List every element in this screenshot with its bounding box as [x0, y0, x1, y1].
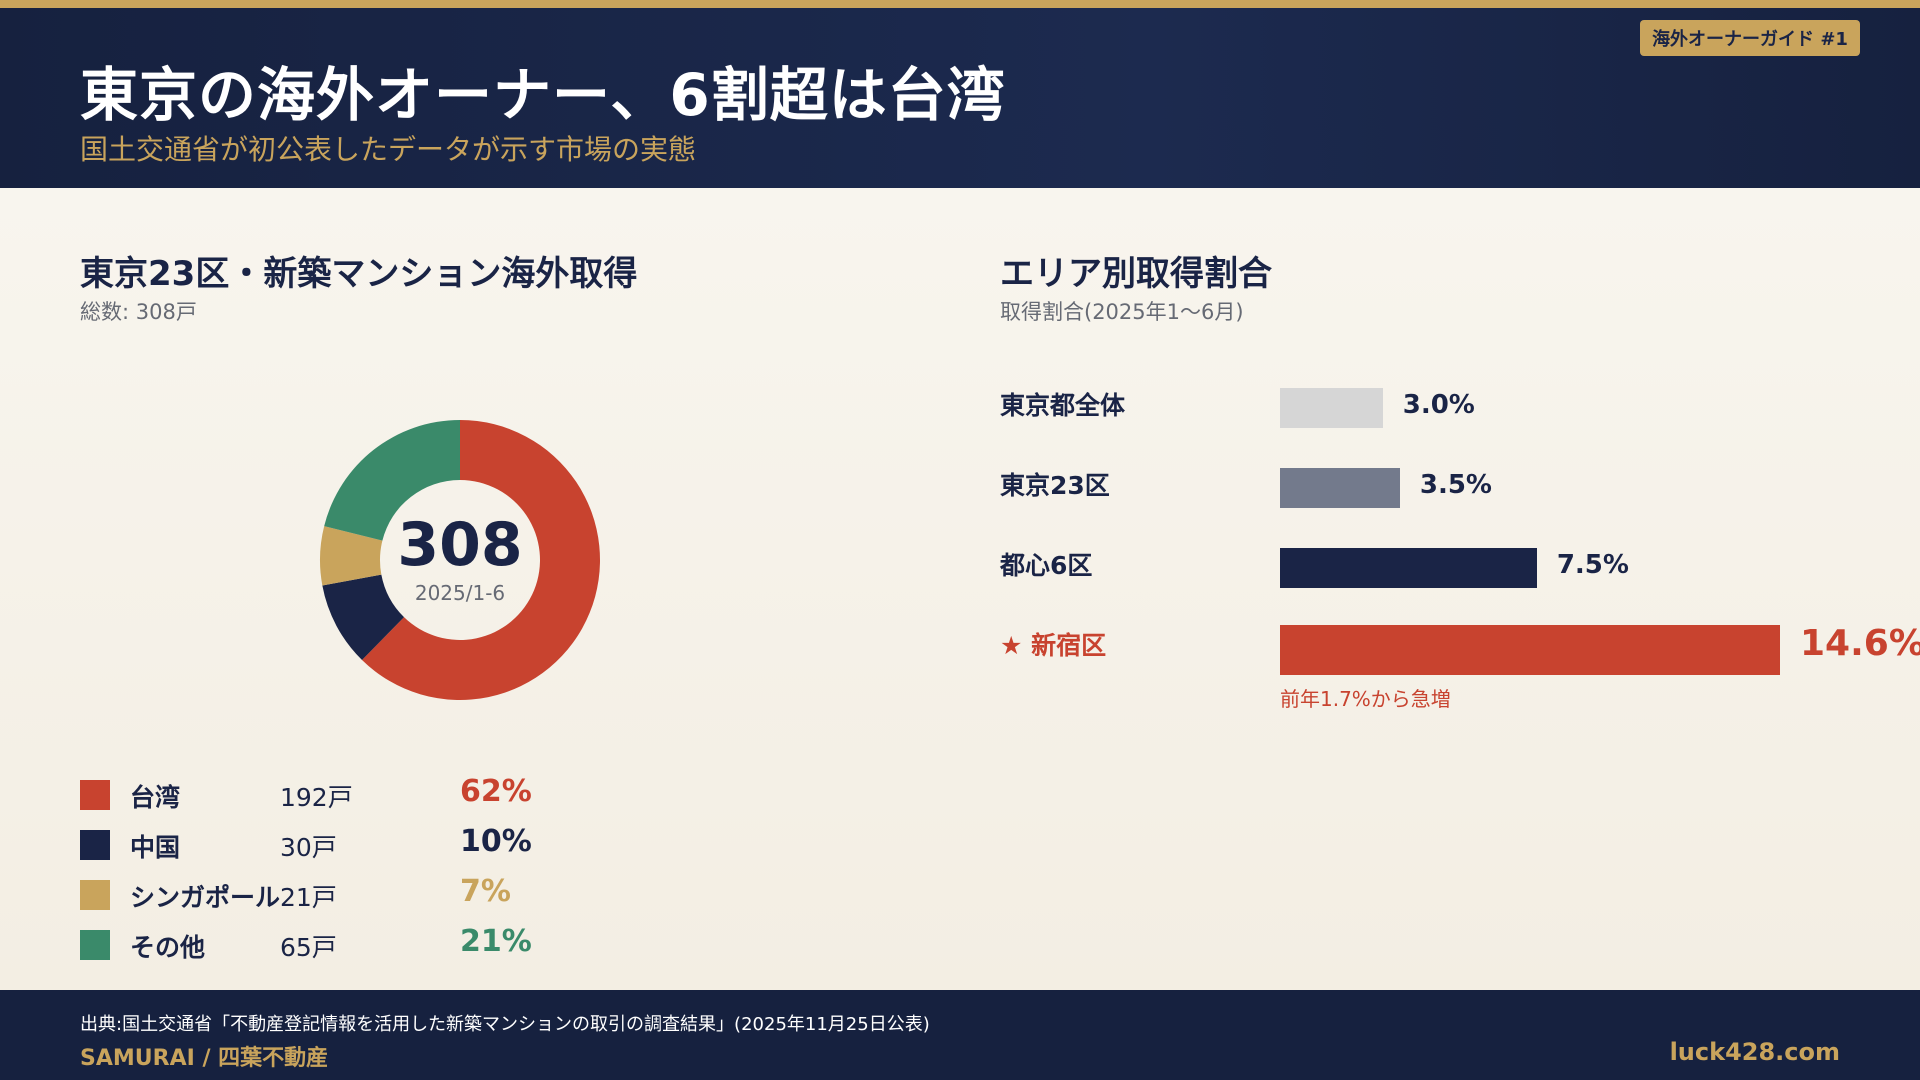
legend-item-china: 中国 30戸 10%: [80, 820, 580, 870]
legend-percent: 7%: [460, 874, 511, 909]
site-link[interactable]: luck428.com: [1669, 1038, 1840, 1066]
donut-legend: 台湾 192戸 62% 中国 30戸 10% シンガポール 21戸 7% その他…: [80, 770, 580, 970]
donut-slice-0: [362, 420, 600, 700]
shinjuku-note: 前年1.7%から急増: [1280, 687, 1451, 711]
bar-label: ★ 新宿区: [1000, 631, 1107, 660]
brand-name: SAMURAI / 四葉不動産: [80, 1046, 329, 1071]
donut-slice-3: [324, 420, 460, 541]
donut-slice-1: [322, 574, 405, 660]
bar-row-shinjuku: ★ 新宿区 14.6%: [1000, 620, 1920, 690]
bar-label: 東京都全体: [1000, 391, 1126, 420]
donut-chart-title: 東京23区・新築マンション海外取得: [80, 254, 638, 294]
legend-count: 21戸: [280, 883, 337, 912]
legend-item-singapore: シンガポール 21戸 7%: [80, 870, 580, 920]
bar-tokyo-23: [1280, 468, 1400, 508]
bar-label: 東京23区: [1000, 471, 1110, 500]
bar-row-central-6: 都心6区 7.5%: [1000, 540, 1920, 610]
bar-label: 都心6区: [1000, 551, 1093, 580]
bar-value-label: 3.0%: [1402, 390, 1475, 420]
page-subtitle: 国土交通省が初公表したデータが示す市場の実態: [80, 133, 697, 166]
legend-percent: 62%: [460, 774, 532, 809]
bar-chart-subtitle: 取得割合(2025年1〜6月): [1000, 300, 1244, 324]
bar-row-tokyo-23: 東京23区 3.5%: [1000, 460, 1920, 530]
legend-name: 中国: [130, 833, 181, 862]
donut-chart: 308 2025/1-6: [320, 420, 600, 700]
legend-item-other: その他 65戸 21%: [80, 920, 580, 970]
legend-count: 192戸: [280, 783, 353, 812]
bar-chart-title: エリア別取得割合: [1000, 254, 1272, 294]
bar-value-label: 7.5%: [1556, 550, 1629, 580]
legend-count: 30戸: [280, 833, 337, 862]
legend-swatch-taiwan: [80, 780, 110, 810]
guide-badge: 海外オーナーガイド #1: [1640, 20, 1860, 56]
donut-center-label: 2025/1-6: [415, 581, 505, 605]
legend-swatch-singapore: [80, 880, 110, 910]
donut-slice-2: [320, 526, 383, 586]
legend-count: 65戸: [280, 933, 337, 962]
legend-swatch-other: [80, 930, 110, 960]
header-banner: 東京の海外オーナー、6割超は台湾 国土交通省が初公表したデータが示す市場の実態 …: [0, 8, 1920, 188]
legend-name: 台湾: [130, 783, 181, 812]
top-accent-strip: [0, 0, 1920, 8]
donut-center-value: 308: [397, 510, 522, 580]
legend-item-taiwan: 台湾 192戸 62%: [80, 770, 580, 820]
footer: 出典:国土交通省「不動産登記情報を活用した新築マンションの取引の調査結果」(20…: [0, 990, 1920, 1080]
bar-value-label: 14.6%: [1800, 623, 1920, 664]
legend-swatch-china: [80, 830, 110, 860]
page-title: 東京の海外オーナー、6割超は台湾: [80, 61, 1006, 129]
source-citation: 出典:国土交通省「不動産登記情報を活用した新築マンションの取引の調査結果」(20…: [80, 1014, 930, 1035]
bar-tokyo-all: [1280, 388, 1383, 428]
bar-central-6: [1280, 548, 1537, 588]
legend-name: シンガポール: [130, 883, 281, 912]
legend-percent: 21%: [460, 924, 532, 959]
bar-value-label: 3.5%: [1419, 470, 1492, 500]
donut-chart-subtitle: 総数: 308戸: [80, 300, 197, 324]
legend-name: その他: [130, 933, 206, 962]
main-content: [0, 188, 1920, 990]
bar-shinjuku: [1280, 625, 1780, 675]
bar-row-tokyo-all: 東京都全体 3.0%: [1000, 380, 1920, 450]
legend-percent: 10%: [460, 824, 532, 859]
